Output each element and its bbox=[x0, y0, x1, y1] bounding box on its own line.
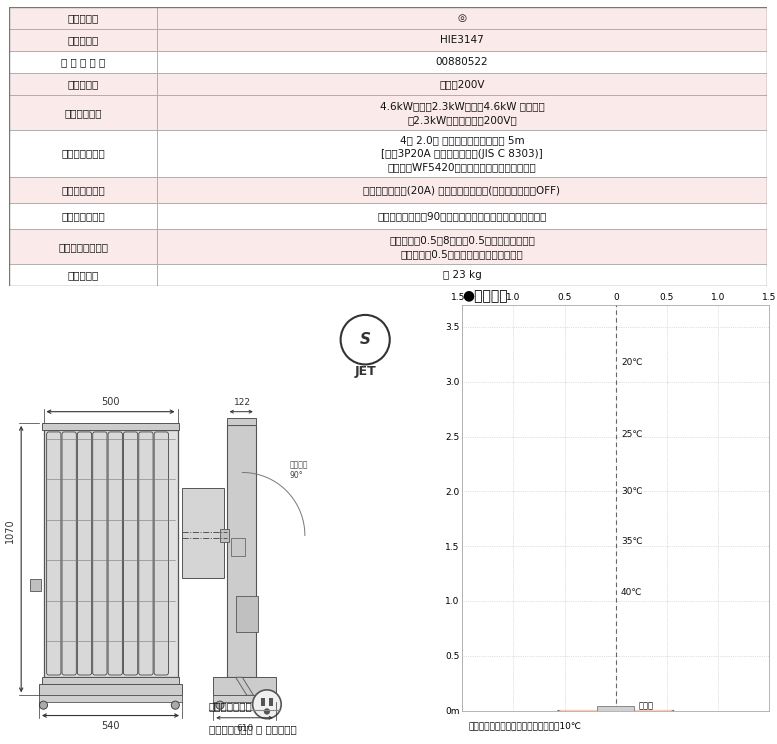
FancyBboxPatch shape bbox=[154, 432, 169, 675]
Text: 4.6kW（弱：2.3kW／強：4.6kW 切替式）
（2.3kW使用時は単相200V）: 4.6kW（弱：2.3kW／強：4.6kW 切替式） （2.3kW使用時は単相2… bbox=[380, 101, 545, 125]
Bar bbox=[213, 677, 276, 695]
Text: ◎: ◎ bbox=[458, 13, 466, 23]
Text: ●加熱特性: ●加熱特性 bbox=[462, 289, 508, 303]
Text: 型　　　番: 型 番 bbox=[68, 36, 99, 45]
Bar bbox=[220, 529, 229, 542]
Bar bbox=[9, 30, 157, 51]
Circle shape bbox=[216, 701, 224, 709]
FancyBboxPatch shape bbox=[124, 432, 138, 675]
Bar bbox=[157, 95, 767, 130]
Text: 縦方向: 縦方向 bbox=[638, 702, 653, 711]
Circle shape bbox=[263, 708, 270, 715]
Bar bbox=[9, 176, 157, 203]
Bar bbox=[30, 580, 41, 591]
Text: 設定範囲：0.5～8時間（0.5時間毎の設定可）
（出荷時は0.5時間に設定されています）: 設定範囲：0.5～8時間（0.5時間毎の設定可） （出荷時は0.5時間に設定され… bbox=[389, 235, 535, 259]
Bar bbox=[213, 695, 276, 702]
Text: 商 品 コ ー ド: 商 品 コ ー ド bbox=[61, 57, 106, 68]
FancyBboxPatch shape bbox=[92, 432, 107, 675]
Text: 停　止　タイマー: 停 止 タイマー bbox=[58, 242, 108, 252]
Bar bbox=[39, 695, 182, 702]
Text: 質　　　量: 質 量 bbox=[68, 271, 99, 280]
Bar bbox=[157, 203, 767, 229]
Bar bbox=[157, 130, 767, 176]
Text: 40℃: 40℃ bbox=[621, 588, 643, 597]
Text: 30℃: 30℃ bbox=[621, 487, 643, 496]
Bar bbox=[9, 74, 157, 95]
Text: 4芯 2.0㎟ キャブタイヤケーブル 5m
[接地3P20A 差込プラグ付き(JIS C 8303)]
（品番：WF5420／メーカー：パナソニック）: 4芯 2.0㎟ キャブタイヤケーブル 5m [接地3P20A 差込プラグ付き(J… bbox=[381, 135, 543, 172]
FancyBboxPatch shape bbox=[139, 432, 153, 675]
FancyBboxPatch shape bbox=[47, 432, 61, 675]
FancyBboxPatch shape bbox=[78, 432, 92, 675]
Bar bbox=[157, 176, 767, 203]
Bar bbox=[9, 264, 157, 286]
Circle shape bbox=[265, 701, 274, 709]
Bar bbox=[227, 426, 256, 677]
Circle shape bbox=[171, 701, 179, 709]
Bar bbox=[9, 229, 157, 264]
Bar bbox=[39, 684, 182, 695]
Bar bbox=[9, 130, 157, 176]
Text: 約 23 kg: 約 23 kg bbox=[443, 271, 481, 280]
Bar bbox=[9, 7, 157, 30]
Text: 電源プラグ形状: 電源プラグ形状 bbox=[209, 702, 253, 711]
Circle shape bbox=[253, 690, 281, 719]
FancyBboxPatch shape bbox=[108, 432, 122, 675]
Text: 垂直状態から仰角90度の範囲で任意の位置に固定できます: 垂直状態から仰角90度の範囲で任意の位置に固定できます bbox=[378, 211, 547, 221]
Text: 外装・脚部材質 ： 鉄（塗装）: 外装・脚部材質 ： 鉄（塗装） bbox=[209, 724, 297, 734]
Text: 可　変　角　度: 可 変 角 度 bbox=[61, 211, 105, 221]
Bar bbox=[235, 596, 258, 632]
Bar bbox=[157, 229, 767, 264]
Text: ブレーカー付き(20A) 転倒スイッチ付き(転倒時ヒーターOFF): ブレーカー付き(20A) 転倒スイッチ付き(転倒時ヒーターOFF) bbox=[364, 185, 560, 195]
Text: 最大角度
90°: 最大角度 90° bbox=[289, 460, 308, 481]
Text: 00880522: 00880522 bbox=[436, 57, 488, 68]
Bar bbox=[42, 423, 179, 430]
Text: 加熱物：紙（薄茶褐色、垂直）　室温10℃: 加熱物：紙（薄茶褐色、垂直） 室温10℃ bbox=[469, 722, 581, 731]
Text: 35℃: 35℃ bbox=[621, 537, 643, 546]
Text: 20℃: 20℃ bbox=[621, 358, 643, 367]
Polygon shape bbox=[558, 711, 674, 722]
Text: 安　全　装　置: 安 全 装 置 bbox=[61, 185, 105, 195]
Text: S: S bbox=[360, 332, 371, 347]
Text: 1070: 1070 bbox=[5, 519, 15, 543]
Bar bbox=[9, 95, 157, 130]
Bar bbox=[157, 74, 767, 95]
Bar bbox=[232, 538, 245, 556]
Bar bbox=[598, 706, 634, 717]
Bar bbox=[260, 698, 265, 705]
Bar bbox=[157, 30, 767, 51]
Text: 三相　200V: 三相 200V bbox=[439, 80, 485, 89]
Text: 定格消費電力: 定格消費電力 bbox=[64, 108, 102, 118]
Text: 在　　　庫: 在 庫 bbox=[68, 13, 99, 23]
Text: HIE3147: HIE3147 bbox=[440, 36, 484, 45]
Bar bbox=[42, 677, 179, 684]
Polygon shape bbox=[235, 677, 253, 695]
FancyBboxPatch shape bbox=[62, 432, 76, 675]
Text: 電　　　源: 電 源 bbox=[68, 80, 99, 89]
Bar bbox=[157, 51, 767, 74]
Text: 540: 540 bbox=[101, 721, 120, 731]
Circle shape bbox=[340, 315, 390, 365]
Text: 電　源　電　線: 電 源 電 線 bbox=[61, 149, 105, 158]
Bar bbox=[269, 698, 274, 705]
Bar bbox=[9, 51, 157, 74]
Text: JET: JET bbox=[354, 365, 376, 378]
Text: 122: 122 bbox=[234, 398, 251, 407]
Bar bbox=[227, 418, 256, 425]
Bar bbox=[182, 488, 225, 578]
Bar bbox=[44, 430, 177, 677]
Bar bbox=[9, 203, 157, 229]
Circle shape bbox=[40, 701, 47, 709]
Text: 25℃: 25℃ bbox=[621, 430, 643, 439]
Bar bbox=[157, 7, 767, 30]
Text: 500: 500 bbox=[101, 397, 120, 407]
Bar bbox=[157, 264, 767, 286]
Text: 610: 610 bbox=[236, 724, 253, 733]
